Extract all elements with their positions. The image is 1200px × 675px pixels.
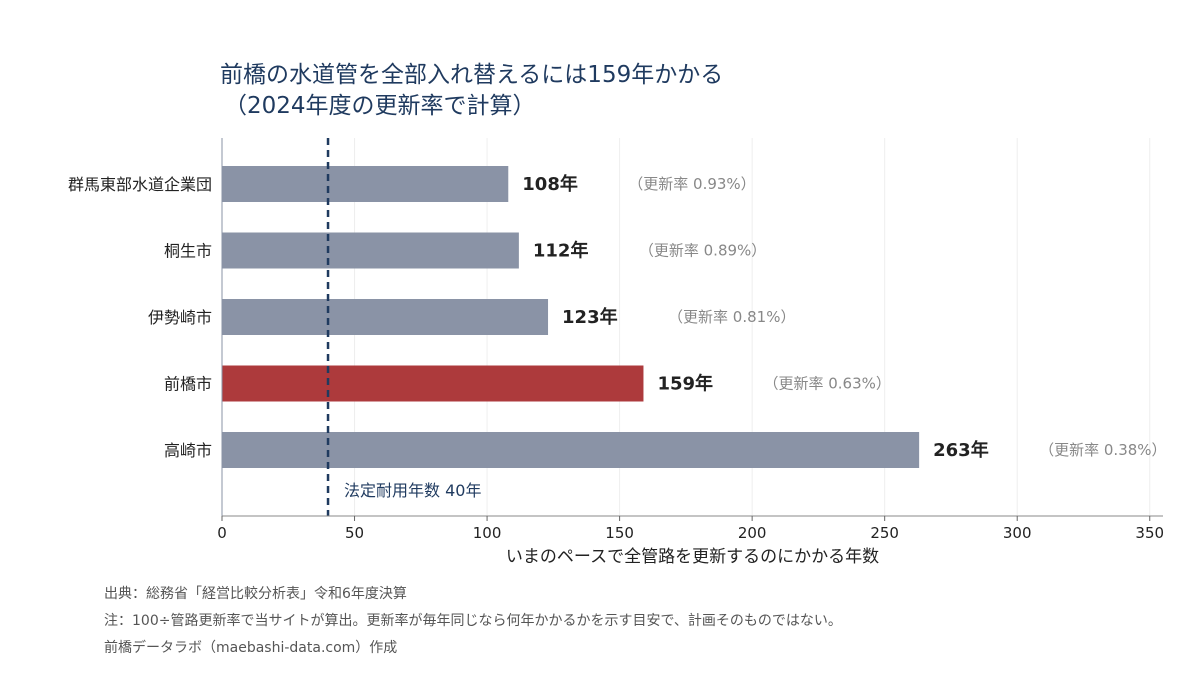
value-label: 123年	[562, 306, 618, 328]
reference-line-label: 法定耐用年数 40年	[344, 481, 481, 500]
x-tick-label: 250	[870, 524, 899, 542]
method-note: 注：100÷管路更新率で当サイトが算出。更新率が毎年同じなら何年かかるかを示す目…	[104, 613, 842, 629]
bar	[222, 166, 509, 202]
category-label: 伊勢崎市	[148, 308, 212, 327]
bar	[222, 432, 920, 468]
category-label: 高崎市	[164, 441, 212, 460]
axes: 0 50 100 150 200 250 300 350 いまのペースで全管路を更新するのにかか…	[217, 138, 1164, 567]
reference-line-group: 法定耐用年数 40年	[326, 138, 481, 516]
x-tick-label: 150	[605, 524, 634, 542]
data-labels: 群馬東部水道企業団 108年 （更新率 0.93%） 桐生市 112年 （更新率 0.89…	[68, 173, 1167, 461]
value-label: 263年	[933, 439, 989, 461]
rate-label: （更新率 0.38%）	[1039, 441, 1166, 459]
x-axis-label: いまのペースで全管路を更新するのにかかる年数	[506, 547, 879, 567]
source-note: 出典：総務省「経営比較分析表」令和6年度決算	[104, 586, 407, 602]
rate-label: （更新率 0.89%）	[639, 242, 766, 260]
x-tick-label: 200	[738, 524, 767, 542]
chart-title-line1: 前橋の水道管を全部入れ替えるには159年かかる	[220, 62, 724, 88]
bar	[222, 299, 549, 335]
rate-label: （更新率 0.81%）	[668, 308, 795, 326]
value-label: 108年	[522, 173, 578, 195]
x-tick-label: 350	[1135, 524, 1164, 542]
credit-note: 前橋データラボ（maebashi-data.com）作成	[104, 640, 398, 656]
rate-label: （更新率 0.63%）	[763, 375, 890, 393]
rate-label: （更新率 0.93%）	[628, 175, 755, 193]
x-tick-label: 100	[473, 524, 502, 542]
value-label: 159年	[657, 373, 713, 395]
x-tick-label: 300	[1003, 524, 1032, 542]
bars	[222, 166, 920, 468]
value-label: 112年	[533, 240, 589, 262]
x-tick-label: 0	[217, 524, 227, 542]
category-label: 前橋市	[164, 375, 212, 394]
category-label: 桐生市	[164, 242, 212, 261]
chart-title-line2: （2024年度の更新率で計算）	[224, 93, 536, 119]
chart-title: 前橋の水道管を全部入れ替えるには159年かかる （2024年度の更新率で計算）	[220, 60, 723, 122]
x-tick-label: 50	[345, 524, 364, 542]
category-label: 群馬東部水道企業団	[68, 175, 212, 194]
bar	[222, 365, 644, 402]
bar	[222, 232, 519, 269]
